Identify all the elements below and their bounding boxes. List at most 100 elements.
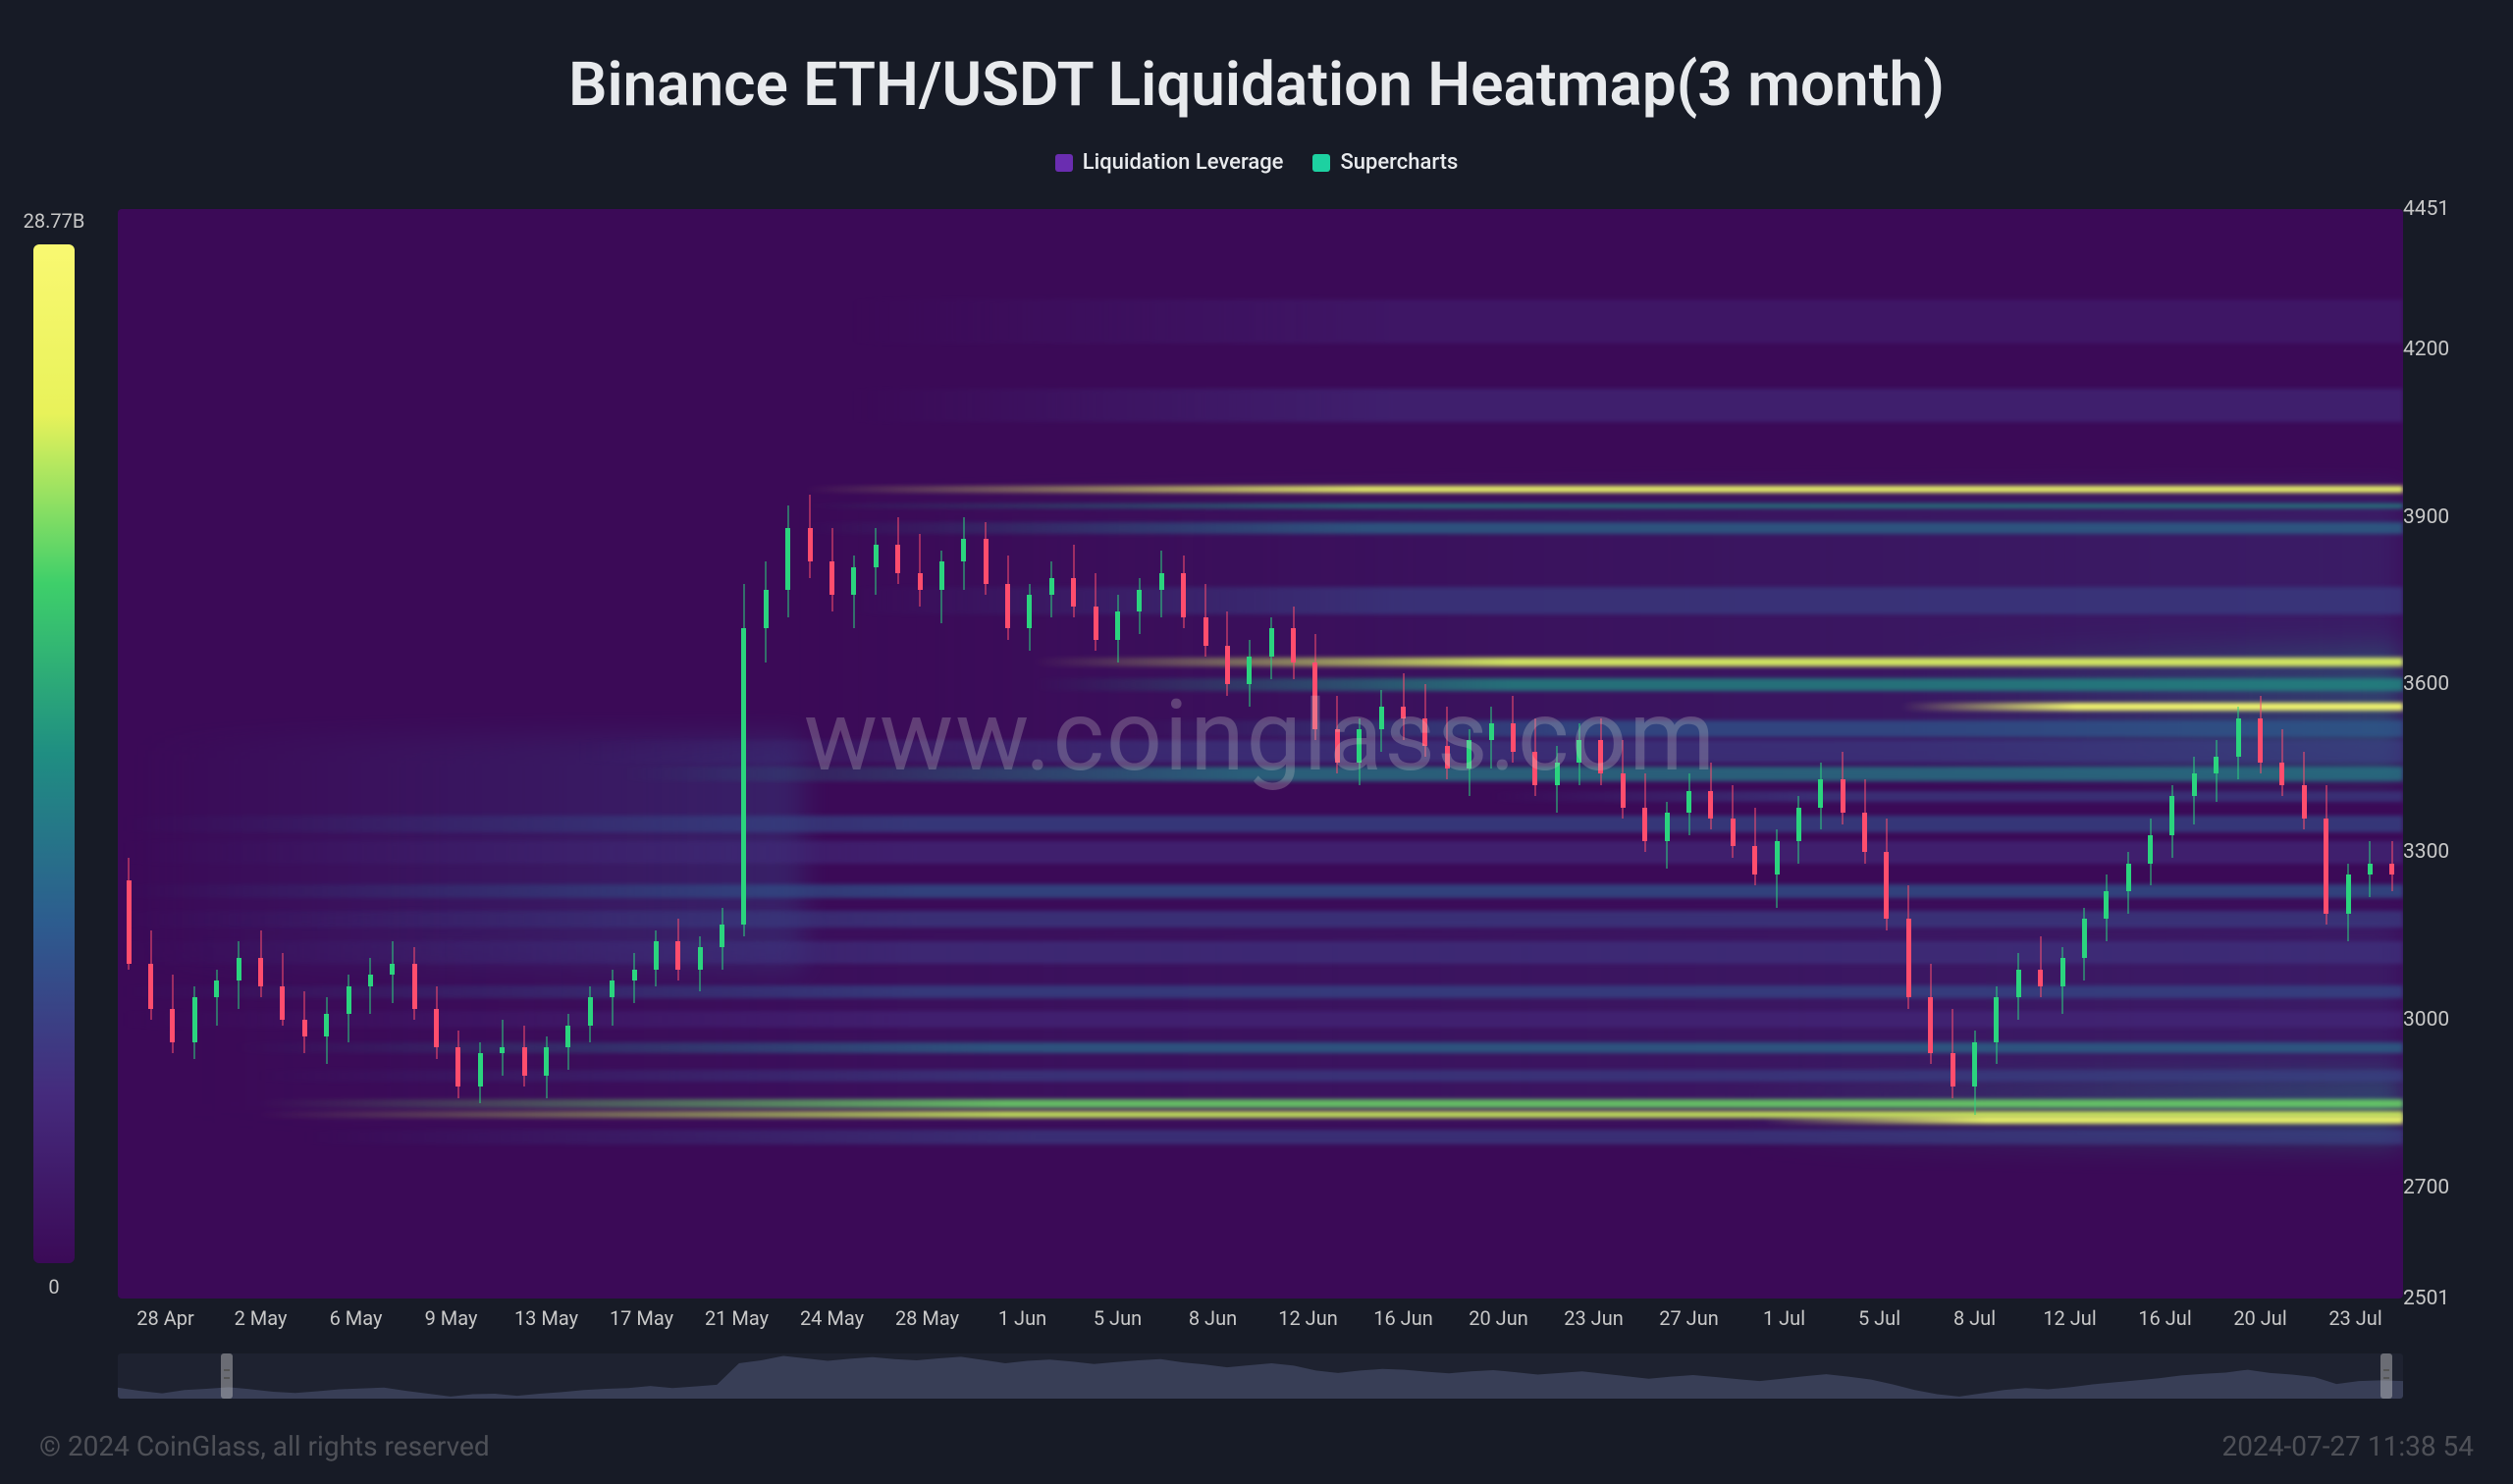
x-tick: 12 Jul [2022, 1306, 2117, 1336]
footer-copyright: © 2024 CoinGlass, all rights reserved [39, 1430, 490, 1462]
candle [720, 209, 724, 1298]
candle [2279, 209, 2284, 1298]
x-tick: 6 May [308, 1306, 403, 1336]
legend-swatch [1055, 154, 1073, 172]
y-tick: 4200 [2403, 338, 2449, 361]
candle [412, 209, 417, 1298]
candle [918, 209, 923, 1298]
x-tick: 5 Jun [1070, 1306, 1165, 1336]
candle [1159, 209, 1164, 1298]
candle [434, 209, 439, 1298]
candle [1686, 209, 1691, 1298]
candle [1489, 209, 1494, 1298]
candle [1731, 209, 1736, 1298]
candle [1796, 209, 1801, 1298]
x-tick: 16 Jun [1356, 1306, 1451, 1336]
candle [874, 209, 879, 1298]
x-axis: 28 Apr2 May6 May9 May13 May17 May21 May2… [118, 1306, 2403, 1336]
candle [1115, 209, 1120, 1298]
colorbar: 28.77B 0 [20, 209, 88, 1298]
x-tick: 9 May [403, 1306, 499, 1336]
x-tick: 13 May [499, 1306, 594, 1336]
timeline-handle-right[interactable] [2380, 1353, 2392, 1399]
x-tick: 12 Jun [1260, 1306, 1356, 1336]
candle [741, 209, 746, 1298]
candle [1775, 209, 1780, 1298]
page-title: Binance ETH/USDT Liquidation Heatmap(3 m… [20, 49, 2493, 121]
candle [237, 209, 241, 1298]
candle [785, 209, 790, 1298]
x-tick: 21 May [689, 1306, 784, 1336]
timeline-handle-left[interactable] [221, 1353, 233, 1399]
x-tick: 8 Jul [1927, 1306, 2022, 1336]
candle [455, 209, 460, 1298]
heatmap-plot[interactable]: www.coinglass.com [118, 209, 2403, 1298]
y-tick: 3300 [2403, 840, 2449, 864]
candle [2258, 209, 2263, 1298]
candle [1818, 209, 1823, 1298]
x-tick: 24 May [784, 1306, 880, 1336]
candle [2148, 209, 2153, 1298]
colorbar-max-label: 28.77B [24, 209, 85, 233]
x-tick: 28 May [880, 1306, 975, 1336]
x-tick: 16 Jul [2117, 1306, 2213, 1336]
y-tick: 3000 [2403, 1008, 2449, 1032]
candle [2016, 209, 2021, 1298]
candle [2324, 209, 2328, 1298]
candle [2082, 209, 2087, 1298]
x-tick: 27 Jun [1641, 1306, 1737, 1336]
candle [939, 209, 944, 1298]
candle [675, 209, 680, 1298]
candle [829, 209, 834, 1298]
legend-swatch [1312, 154, 1330, 172]
candle [632, 209, 637, 1298]
timeline-scrubber[interactable] [118, 1353, 2403, 1399]
candle [1752, 209, 1757, 1298]
candle [588, 209, 593, 1298]
candle [654, 209, 659, 1298]
x-tick: 5 Jul [1832, 1306, 1927, 1336]
candle [2104, 209, 2109, 1298]
candle [1027, 209, 1032, 1298]
y-axis: 44514200390036003300300027002501 [2403, 209, 2484, 1298]
candle [1357, 209, 1362, 1298]
candle [1422, 209, 1427, 1298]
candle [961, 209, 966, 1298]
legend-item[interactable]: Liquidation Leverage [1055, 150, 1284, 175]
x-tick: 28 Apr [118, 1306, 213, 1336]
x-tick: 20 Jul [2213, 1306, 2308, 1336]
candle [808, 209, 813, 1298]
candle [368, 209, 373, 1298]
legend-label: Liquidation Leverage [1083, 150, 1284, 175]
legend-item[interactable]: Supercharts [1312, 150, 1458, 175]
legend-label: Supercharts [1340, 150, 1458, 175]
x-tick: 1 Jul [1737, 1306, 1832, 1336]
candle [1906, 209, 1911, 1298]
candle [851, 209, 856, 1298]
candle [1511, 209, 1516, 1298]
candle [170, 209, 175, 1298]
x-tick: 2 May [213, 1306, 308, 1336]
candle [1005, 209, 1010, 1298]
x-tick: 20 Jun [1451, 1306, 1546, 1336]
candle [2389, 209, 2394, 1298]
x-tick: 17 May [594, 1306, 689, 1336]
candle [148, 209, 153, 1298]
candle [984, 209, 989, 1298]
footer-timestamp: 2024-07-27 11:38 54 [2222, 1430, 2474, 1462]
candle [192, 209, 197, 1298]
candle [2368, 209, 2373, 1298]
x-tick: 23 Jul [2308, 1306, 2403, 1336]
candle [1312, 209, 1317, 1298]
y-tick: 4451 [2403, 197, 2449, 221]
candle [565, 209, 570, 1298]
candle [302, 209, 307, 1298]
candle [1445, 209, 1450, 1298]
candle [1994, 209, 1999, 1298]
candle [2236, 209, 2241, 1298]
candle [1884, 209, 1889, 1298]
candle [500, 209, 505, 1298]
candle [2060, 209, 2065, 1298]
candle [347, 209, 351, 1298]
colorbar-min-label: 0 [48, 1275, 59, 1298]
